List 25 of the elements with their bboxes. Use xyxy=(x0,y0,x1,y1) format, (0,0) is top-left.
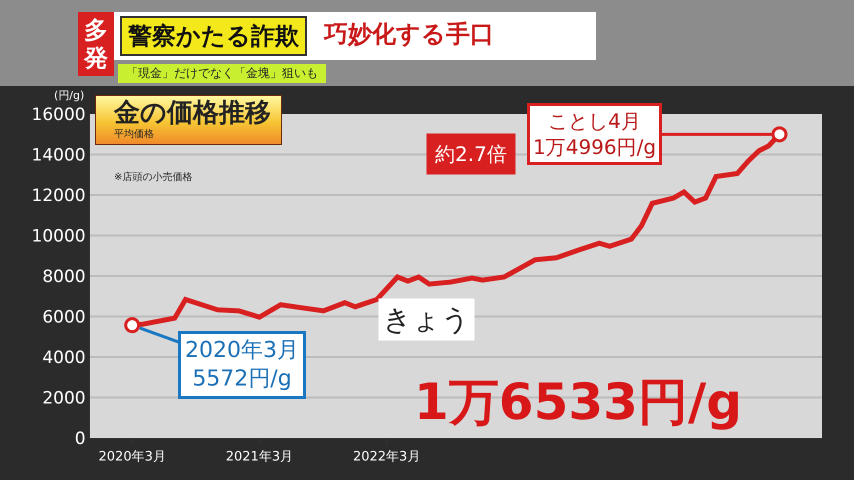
y-tick-label: 2000 xyxy=(42,388,86,408)
y-tick-label: 10000 xyxy=(32,226,86,246)
y-tick-label: 12000 xyxy=(32,186,86,206)
annotation: 約2.7倍 xyxy=(435,142,507,166)
y-tick-label: 8000 xyxy=(42,266,86,287)
annotation: 1万6533円/g xyxy=(414,373,742,431)
text: 平均価格 xyxy=(114,128,155,141)
text: 「現金」だけでなく「金塊」狙いも xyxy=(118,64,326,83)
text: 巧妙化する手口 xyxy=(318,16,500,52)
x-tick-label: 2022年3月 xyxy=(352,450,420,465)
annotation: きょう xyxy=(383,303,470,336)
y-axis-title: (円/g) xyxy=(54,89,84,102)
x-tick-label: 2020年3月 xyxy=(98,450,166,465)
y-tick-label: 4000 xyxy=(42,348,86,368)
text: 多発 xyxy=(78,12,114,76)
y-tick-label: 0 xyxy=(74,428,86,449)
annotation: 2020年3月 5572円/g xyxy=(185,338,299,392)
annotation: ことし4月 1万4996円/g xyxy=(533,109,656,159)
x-tick-label: 2021年3月 xyxy=(226,450,294,465)
y-tick-label: 16000 xyxy=(32,104,86,125)
annotation: ※店頭の小売価格 xyxy=(114,171,192,183)
y-tick-label: 6000 xyxy=(42,307,86,328)
y-tick-label: 14000 xyxy=(32,145,86,166)
text: 警察かたる詐欺 xyxy=(120,16,307,56)
chart-title: 金の価格推移 xyxy=(114,98,271,128)
